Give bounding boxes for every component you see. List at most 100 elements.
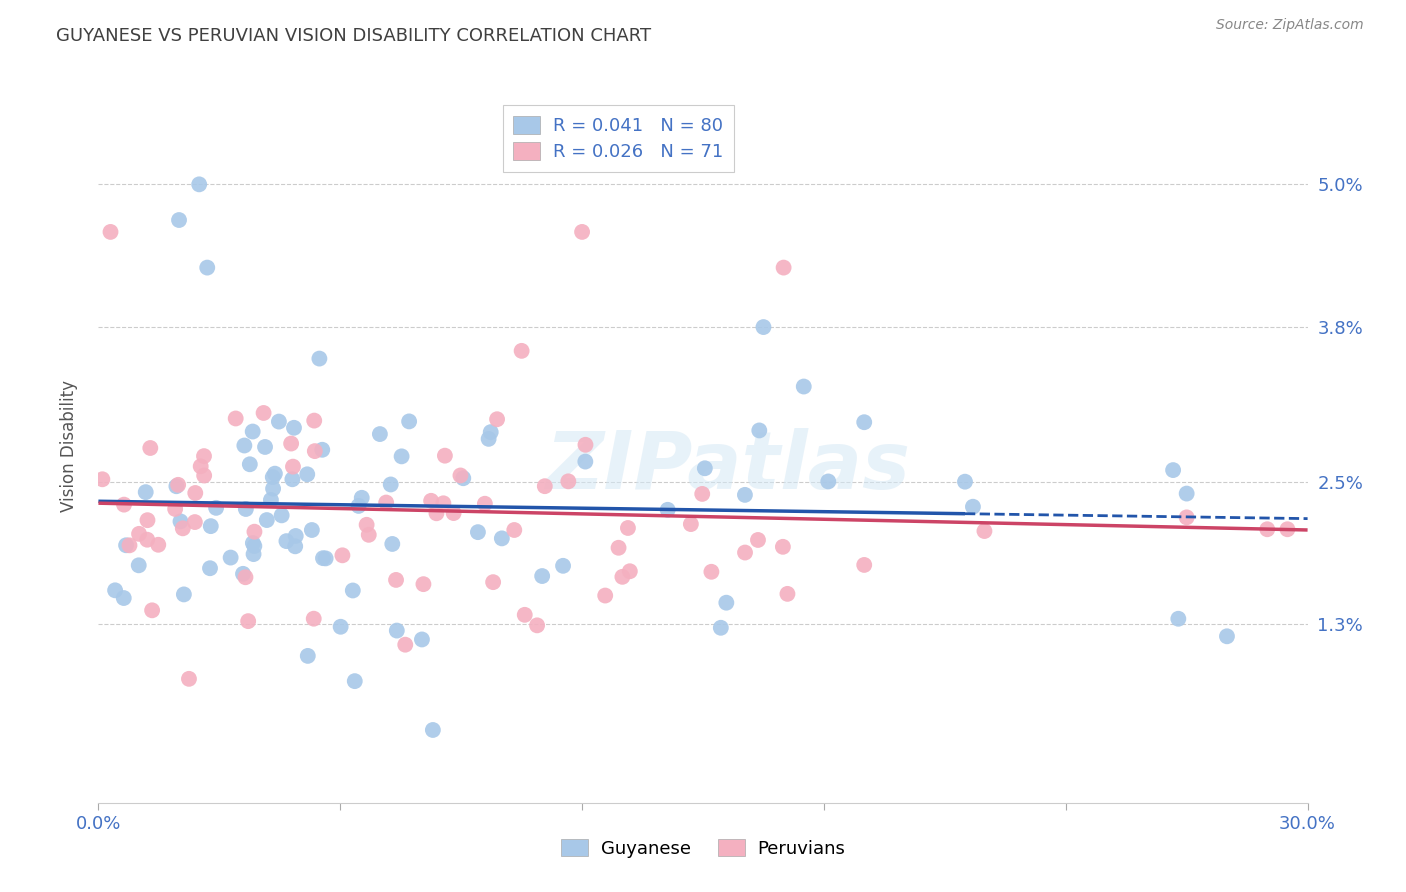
Point [284,539,307,553]
Point [793,379,815,393]
Point [612,570,634,584]
Point [173,587,195,601]
Point [112,591,135,605]
Point [332,549,354,563]
Point [432,496,454,510]
Point [748,424,770,438]
Point [242,547,264,561]
Point [368,427,391,442]
Point [329,620,352,634]
Point [1167,612,1189,626]
Point [235,570,257,584]
Point [503,523,526,537]
Point [817,475,839,489]
Point [260,492,283,507]
Point [264,467,287,481]
Point [1216,629,1239,643]
Point [380,477,402,491]
Point [619,564,641,578]
Point [513,607,536,622]
Point [443,506,465,520]
Point [617,521,640,535]
Point [420,493,443,508]
Point [193,468,215,483]
Point [172,521,194,535]
Point [243,524,266,539]
Point [184,486,207,500]
Point [242,425,264,439]
Point [657,503,679,517]
Point [302,612,325,626]
Point [479,425,502,439]
Point [734,545,756,559]
Point [128,526,150,541]
Point [700,565,723,579]
Point [422,723,444,737]
Point [195,260,218,275]
Point [453,471,475,485]
Point [690,487,713,501]
Point [256,513,278,527]
Point [1175,486,1198,500]
Point [312,551,335,566]
Point [190,459,212,474]
Point [188,178,211,192]
Point [1256,522,1278,536]
Point [167,478,190,492]
Point [853,415,876,429]
Point [280,436,302,450]
Point [491,532,513,546]
Point [1277,522,1299,536]
Point [198,561,221,575]
Point [350,491,373,505]
Point [478,432,501,446]
Point [1161,463,1184,477]
Point [254,440,277,454]
Point [962,500,984,514]
Point [593,589,616,603]
Point [270,508,292,523]
Point [385,573,408,587]
Point [233,438,256,452]
Point [219,550,242,565]
Point [526,618,548,632]
Point [571,225,593,239]
Point [112,498,135,512]
Point [679,517,702,532]
Point [973,524,995,538]
Point [169,515,191,529]
Point [467,525,489,540]
Point [551,558,574,573]
Point [557,475,579,489]
Point [302,414,325,428]
Point [342,583,364,598]
Point [297,467,319,482]
Point [238,614,260,628]
Point [734,488,756,502]
Point [148,538,170,552]
Point [343,674,366,689]
Point [193,449,215,463]
Point [391,450,413,464]
Point [394,638,416,652]
Point [301,523,323,537]
Point [283,421,305,435]
Point [385,624,408,638]
Point [531,569,554,583]
Point [425,506,447,520]
Point [235,502,257,516]
Point [398,414,420,428]
Point [200,519,222,533]
Point [533,479,555,493]
Point [308,351,330,366]
Point [100,225,122,239]
Point [232,566,254,581]
Point [135,485,157,500]
Point [315,551,337,566]
Point [853,558,876,572]
Point [433,449,456,463]
Point [141,603,163,617]
Point [357,528,380,542]
Point [205,500,228,515]
Point [304,444,326,458]
